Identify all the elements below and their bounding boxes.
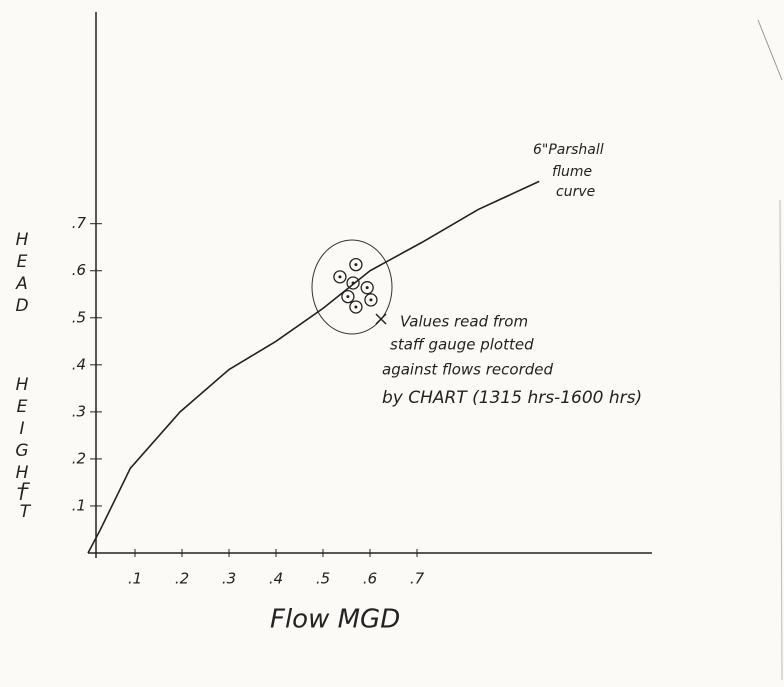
x-tick-label: .1 (128, 570, 142, 588)
y-tick-label: .1 (72, 496, 86, 514)
y-tick-label: .2 (72, 449, 86, 467)
x-tick-label: .6 (363, 570, 377, 588)
reading-point-center (354, 305, 357, 308)
note: by CHART (1315 hrs-1600 hrs) (382, 388, 642, 408)
y-tick-label: .3 (72, 402, 86, 420)
note: against flows recorded (382, 361, 553, 379)
y-tick-label: .7 (72, 214, 87, 232)
reading-point-center (366, 286, 369, 289)
chart: Flow MGD 6"Parshall flume curve Values r… (0, 0, 784, 687)
y-tick-label: .6 (72, 261, 86, 279)
curve-label: curve (556, 184, 595, 200)
reading-point-center (338, 275, 341, 278)
y-tick-label: .4 (72, 355, 86, 373)
x-tick-label: .5 (316, 570, 330, 588)
y-tick-label: .5 (72, 308, 86, 326)
note: staff gauge plotted (390, 336, 534, 354)
x-tick-label: .3 (222, 570, 236, 588)
reading-point-center (354, 263, 357, 266)
y-axis-label: FT (15, 480, 35, 524)
reading-point-center (346, 295, 349, 298)
x-tick-label: .4 (269, 570, 283, 588)
curve-label: 6"Parshall (533, 142, 604, 158)
x-tick-label: .7 (410, 570, 425, 588)
x-axis-label: Flow MGD (270, 605, 400, 635)
note: Values read from (400, 313, 528, 331)
x-tick-label: .2 (175, 570, 189, 588)
reading-point-center (352, 281, 355, 284)
reading-point-center (369, 298, 372, 301)
curve-label: flume (552, 164, 592, 180)
y-axis-label: HEAD (12, 230, 32, 318)
